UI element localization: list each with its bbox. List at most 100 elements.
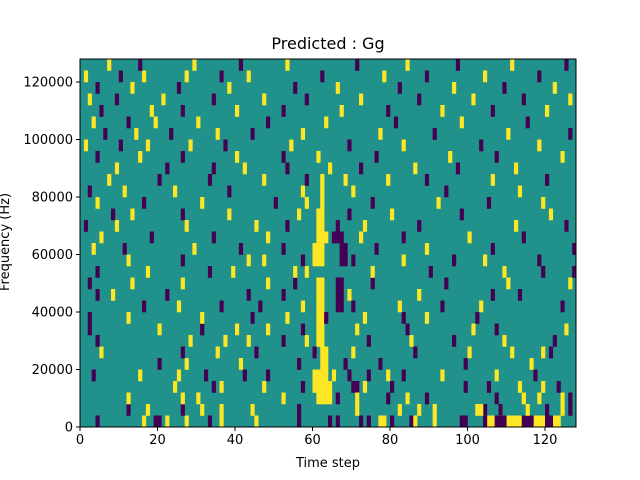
- heatmap-cell: [486, 197, 492, 209]
- heatmap-cell: [452, 335, 457, 347]
- plot-frame: [79, 58, 577, 428]
- heatmap-cell: [494, 415, 499, 428]
- heatmap-cell: [324, 116, 329, 129]
- heatmap-cell: [541, 415, 546, 428]
- heatmap-cell: [397, 404, 402, 416]
- y-tick-label: 20000: [32, 363, 73, 378]
- heatmap-cell: [560, 404, 565, 416]
- heatmap-cell: [281, 289, 286, 301]
- heatmap-cell: [339, 254, 344, 267]
- heatmap-cell: [521, 392, 526, 405]
- heatmap-cell: [351, 381, 356, 393]
- heatmap-cell: [95, 82, 100, 94]
- heatmap-cell: [320, 381, 325, 393]
- heatmap-cell: [304, 335, 309, 347]
- heatmap-cell: [165, 162, 170, 175]
- heatmap-cell: [320, 70, 325, 83]
- heatmap-cell: [254, 415, 259, 428]
- heatmap-cell: [219, 404, 224, 416]
- heatmap-cell: [157, 174, 162, 186]
- heatmap-cell: [328, 415, 333, 428]
- heatmap-cell: [475, 312, 480, 324]
- heatmap-cell: [362, 312, 368, 324]
- heatmap-cell: [483, 254, 488, 267]
- heatmap-cell: [432, 404, 437, 416]
- heatmap-cell: [533, 415, 538, 428]
- heatmap-cell: [347, 139, 352, 152]
- heatmap-cell: [320, 369, 325, 382]
- heatmap-cell: [312, 346, 317, 359]
- heatmap-cell: [138, 369, 143, 382]
- heatmap-cell: [490, 174, 495, 186]
- heatmap-cell: [502, 335, 507, 347]
- heatmap-cell: [347, 289, 352, 301]
- heatmap-cell: [103, 128, 108, 140]
- heatmap-cell: [312, 254, 317, 267]
- heatmap-cell: [324, 231, 329, 244]
- x-tick-label: 100: [455, 433, 480, 448]
- heatmap-cell: [424, 243, 430, 255]
- heatmap-cell: [355, 381, 360, 393]
- heatmap-cell: [273, 197, 278, 209]
- heatmap-cell: [324, 346, 329, 359]
- heatmap-cell: [192, 59, 197, 71]
- heatmap-cell: [560, 151, 565, 163]
- heatmap-cell: [362, 220, 368, 232]
- heatmap-cell: [142, 70, 147, 83]
- heatmap-cell: [545, 174, 550, 186]
- heatmap-cell: [514, 415, 519, 428]
- heatmap-cell: [153, 116, 158, 129]
- heatmap-cell: [351, 300, 356, 313]
- heatmap-cell: [494, 151, 499, 163]
- heatmap-cell: [335, 300, 340, 313]
- heatmap-cell: [145, 139, 151, 152]
- heatmap-cell: [552, 415, 557, 428]
- x-tick-label: 20: [149, 433, 166, 448]
- heatmap-cell: [486, 415, 492, 428]
- heatmap-cell: [165, 289, 170, 301]
- heatmap-cell: [351, 346, 356, 359]
- heatmap-cell: [145, 266, 151, 278]
- heatmap-cell: [83, 139, 89, 152]
- heatmap-cell: [281, 151, 286, 163]
- heatmap-cell: [300, 128, 306, 140]
- heatmap-cell: [537, 70, 542, 83]
- heatmap-cell: [405, 59, 410, 71]
- heatmap-cell: [494, 323, 499, 336]
- heatmap-cell: [324, 381, 329, 393]
- heatmap-cell: [87, 323, 92, 336]
- heatmap-cell: [300, 323, 306, 336]
- heatmap-cell: [149, 231, 154, 244]
- heatmap-cell: [304, 197, 309, 209]
- heatmap-cell: [312, 243, 317, 255]
- heatmap-cell: [552, 335, 557, 347]
- heatmap-cell: [413, 415, 418, 428]
- heatmap-cell: [514, 220, 519, 232]
- heatmap-cell: [91, 116, 96, 129]
- heatmap-cell: [184, 220, 189, 232]
- heatmap-cell: [297, 358, 302, 370]
- heatmap-cell: [324, 312, 329, 324]
- heatmap-cell: [161, 93, 166, 106]
- heatmap-cell: [316, 335, 321, 347]
- heatmap-cell: [300, 185, 306, 198]
- heatmap-cell: [370, 277, 375, 290]
- heatmap-cell: [343, 243, 348, 255]
- heatmap-cell: [525, 415, 530, 428]
- heatmap-cell: [266, 116, 271, 129]
- heatmap-cell: [572, 266, 577, 278]
- heatmap-cell: [219, 300, 224, 313]
- heatmap-cell: [184, 415, 189, 428]
- heatmap-cell: [359, 231, 364, 244]
- heatmap-cell: [467, 346, 472, 359]
- heatmap-cell: [440, 105, 445, 117]
- heatmap-cell: [382, 415, 387, 428]
- heatmap-cell: [242, 162, 247, 175]
- x-tick-label: 80: [382, 433, 399, 448]
- heatmap-cell: [246, 70, 251, 83]
- heatmap-cell: [111, 289, 116, 301]
- heatmap-cell: [568, 277, 573, 290]
- heatmap-cell: [339, 243, 344, 255]
- heatmap-cell: [370, 266, 375, 278]
